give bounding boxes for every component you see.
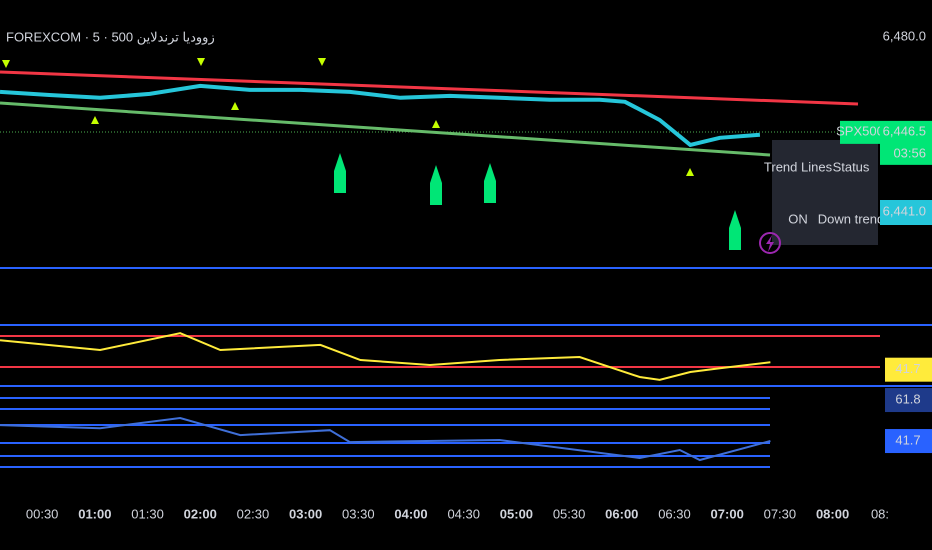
table-cell: Down trend xyxy=(818,211,884,226)
table-header: Trend Lines xyxy=(764,159,833,174)
series-line xyxy=(0,83,761,148)
x-tick-label: 07:00 xyxy=(711,506,744,521)
level-lines xyxy=(0,397,770,468)
second-price-label: 6,441.0 xyxy=(883,203,926,218)
x-tick-label: 01:30 xyxy=(131,506,164,521)
x-tick-label: 03:00 xyxy=(289,506,322,521)
symbol-box xyxy=(840,120,880,144)
arrow xyxy=(484,163,496,203)
status-table xyxy=(772,140,878,245)
marker xyxy=(686,168,694,176)
second-price-box xyxy=(880,200,932,225)
x-tick-label: 08:00 xyxy=(816,506,849,521)
x-tick-label: 04:00 xyxy=(394,506,427,521)
series-line xyxy=(0,332,771,381)
arrow xyxy=(729,210,741,250)
x-tick-label: 05:00 xyxy=(500,506,533,521)
chart-title: FOREXCOM · 5 · 500 زووديا ترندلاين xyxy=(6,29,215,45)
x-tick-label: 07:30 xyxy=(764,506,797,521)
x-tick-label: 06:30 xyxy=(658,506,691,521)
countdown-label: 03:56 xyxy=(893,145,926,160)
series-line xyxy=(0,416,771,462)
marker xyxy=(231,102,239,110)
x-tick-label: 04:30 xyxy=(447,506,480,521)
level-value-label: 41.7 xyxy=(895,432,920,447)
rsi-value-label: 41.7 xyxy=(895,361,920,376)
x-tick-label: 03:30 xyxy=(342,506,375,521)
x-tick-label: 08: xyxy=(871,506,889,521)
arrow xyxy=(334,153,346,193)
x-tick-label: 02:00 xyxy=(184,506,217,521)
trend-line-lower xyxy=(0,101,771,157)
rsi-value-box xyxy=(885,357,932,382)
x-tick-label: 00:30 xyxy=(26,506,59,521)
level-value-box xyxy=(885,429,932,454)
trend-line-upper xyxy=(0,70,859,106)
table-header: Status xyxy=(833,159,870,174)
marker xyxy=(432,120,440,128)
x-tick-label: 06:00 xyxy=(605,506,638,521)
last-price-box xyxy=(880,120,932,165)
marker xyxy=(2,60,10,68)
level-value-label: 61.8 xyxy=(895,391,920,406)
marker xyxy=(91,116,99,124)
alert-icon-bolt xyxy=(766,235,774,252)
x-tick-label: 05:30 xyxy=(553,506,586,521)
table-cell: ON xyxy=(788,211,808,226)
marker xyxy=(318,58,326,66)
alert-icon[interactable] xyxy=(759,232,781,254)
arrow xyxy=(430,165,442,205)
level-value-box xyxy=(885,388,932,413)
symbol-label: SPX500 xyxy=(836,123,884,138)
x-tick-label: 01:00 xyxy=(78,506,111,521)
y-tick-label: 6,480.0 xyxy=(883,28,926,43)
last-price-label: 6,446.5 xyxy=(883,123,926,138)
arrows xyxy=(334,153,741,250)
x-tick-label: 02:30 xyxy=(237,506,270,521)
marker xyxy=(197,58,205,66)
markers xyxy=(2,58,694,176)
